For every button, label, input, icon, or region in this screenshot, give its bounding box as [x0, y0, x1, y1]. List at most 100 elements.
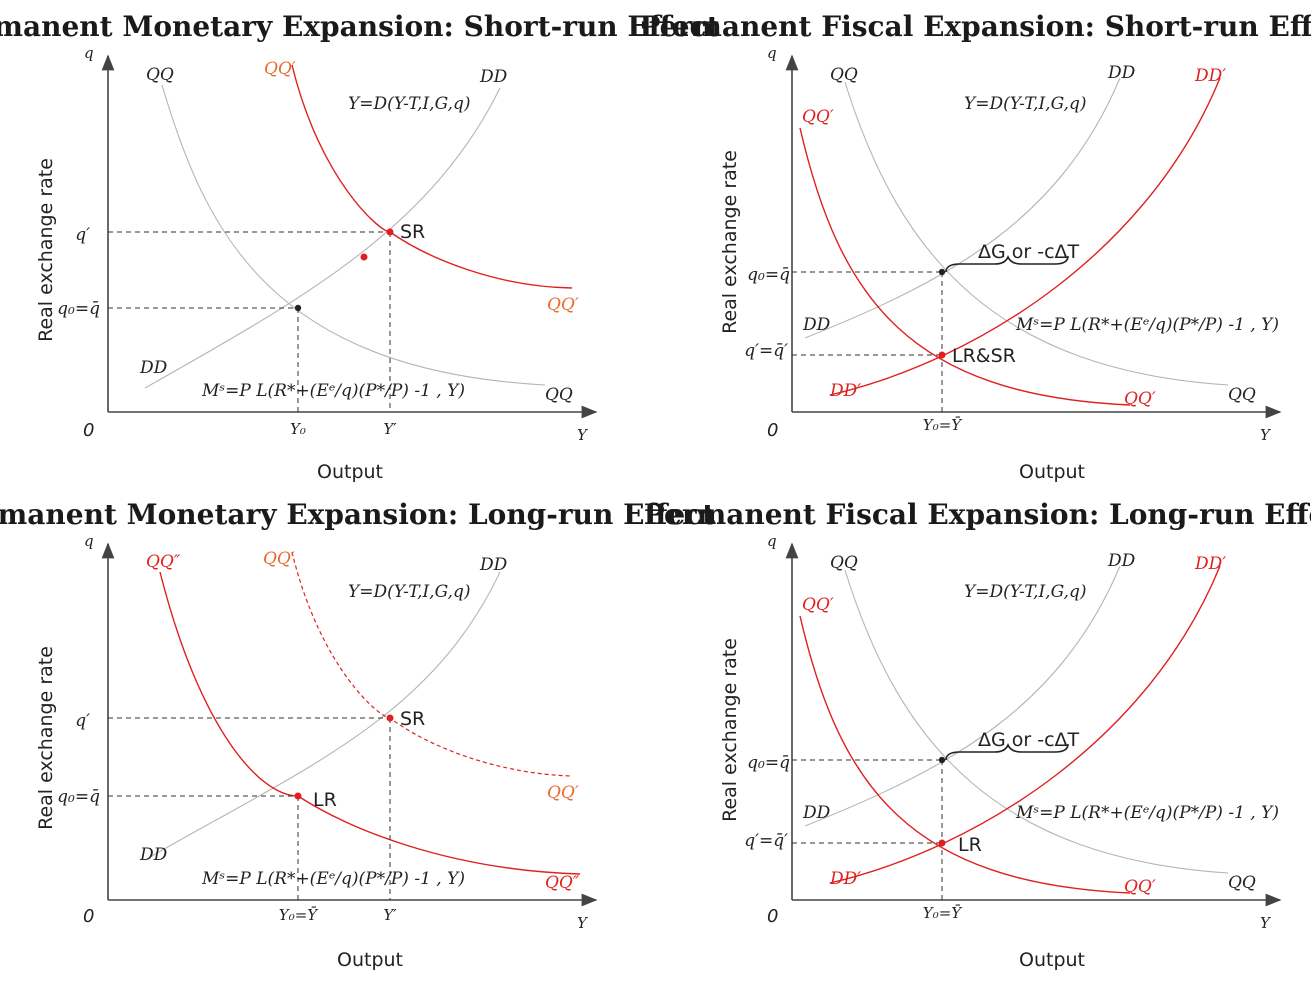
lr-sr-label: LR&SR	[952, 345, 1016, 367]
qq-prime-label-top: QQ′	[263, 549, 295, 569]
y-axis-symbol: q	[84, 532, 94, 550]
y-axis-symbol: q	[767, 532, 777, 550]
dd-prime-curve	[829, 565, 1221, 884]
tick-y-prime: Y′	[383, 906, 397, 924]
qq-label-right: QQ	[1228, 873, 1256, 893]
x-axis-title: Output	[1019, 949, 1085, 971]
sr-label: SR	[400, 708, 425, 730]
y-axis-title: Real exchange rate	[35, 646, 57, 830]
tick-q0: q₀=q̄	[747, 265, 790, 285]
tick-q0: q₀=q̄	[747, 753, 790, 773]
lr-point	[938, 839, 946, 847]
qq-label-right: QQ	[1228, 385, 1256, 405]
dd-curve	[144, 571, 501, 861]
x-axis-symbol: Y	[1260, 426, 1272, 444]
tick-q-prime: q′=q̄′	[744, 341, 788, 361]
qq-label-top: QQ	[830, 65, 858, 85]
dd-equation: Y=D(Y-T,I,G,q)	[348, 94, 470, 114]
lr-label: LR	[958, 834, 982, 856]
x-axis-title: Output	[337, 949, 403, 971]
initial-equilibrium-point	[294, 304, 302, 312]
tick-q-prime: q′	[75, 711, 90, 731]
dd-equation: Y=D(Y-T,I,G,q)	[348, 582, 470, 602]
qq-prime-curve	[799, 615, 1131, 894]
dd-curve	[804, 77, 1121, 339]
money-market-equation: Mˢ=P L(R*+(Eᵉ/q)(P*/P) -1 , Y)	[201, 869, 465, 889]
dd-curve	[804, 565, 1121, 827]
panel-fiscal-short-run: Permanent Fiscal Expansion: Short-run Ef…	[639, 10, 1311, 483]
tick-q0: q₀=q̄	[57, 299, 100, 319]
qq-prime-label-top: QQ′	[264, 59, 296, 79]
qq-prime-curve	[799, 127, 1131, 406]
x-axis-symbol: Y	[1260, 914, 1272, 932]
qq-prime-label-right: QQ′	[547, 783, 579, 803]
qq-prime-label-right: QQ′	[547, 295, 579, 315]
money-market-equation: Mˢ=P L(R*+(Eᵉ/q)(P*/P) -1 , Y)	[201, 381, 465, 401]
x-axis-symbol: Y	[577, 426, 589, 444]
initial-equilibrium-point	[938, 756, 946, 764]
dd-label-left: DD	[139, 845, 168, 865]
origin-label: 0	[767, 420, 778, 441]
shift-label: ΔG or -cΔT	[978, 241, 1080, 263]
panel-monetary-long-run: Permanent Monetary Expansion: Long-run E…	[0, 498, 715, 971]
qq-label-top: QQ	[146, 65, 174, 85]
qq-prime-label-bottom: QQ′	[1124, 389, 1156, 409]
tick-q0: q₀=q̄	[57, 787, 100, 807]
sr-label: SR	[400, 221, 425, 243]
y-axis-title: Real exchange rate	[35, 158, 57, 342]
tick-y0: Y₀=Ȳ	[279, 906, 319, 924]
dd-prime-label-bottom: DD′	[829, 869, 861, 889]
panel-title: Permanent Fiscal Expansion: Short-run Ef…	[639, 10, 1311, 43]
y-axis-symbol: q	[767, 44, 777, 62]
tick-y-prime: Y′	[383, 420, 397, 438]
dd-prime-label-top: DD′	[1194, 66, 1226, 86]
tick-y0: Y₀=Ȳ	[923, 416, 963, 434]
qq-curve	[161, 84, 546, 386]
qq-curve	[844, 569, 1229, 874]
dd-label-top: DD	[479, 67, 508, 87]
y-axis-title: Real exchange rate	[719, 150, 741, 334]
dd-label-left: DD	[139, 358, 168, 378]
y-axis-title: Real exchange rate	[719, 638, 741, 822]
panel-title: Permanent Monetary Expansion: Short-run …	[0, 10, 720, 43]
sr-point	[386, 228, 394, 236]
panel-fiscal-long-run: Permanent Fiscal Expansion: Long-run Eff…	[644, 498, 1311, 971]
shift-label: ΔG or -cΔT	[978, 729, 1080, 751]
y-axis-symbol: q	[84, 44, 94, 62]
dd-label-top: DD	[479, 555, 508, 575]
dd-label-left: DD	[802, 315, 831, 335]
lr-point	[294, 792, 302, 800]
transition-point	[360, 253, 368, 261]
origin-label: 0	[767, 906, 778, 927]
qq-double-prime-curve	[159, 571, 581, 875]
lr-sr-point	[938, 351, 946, 359]
panel-monetary-short-run: Permanent Monetary Expansion: Short-run …	[0, 10, 720, 483]
money-market-equation: Mˢ=P L(R*+(Eᵉ/q)(P*/P) -1 , Y)	[1015, 803, 1279, 823]
sr-point	[386, 714, 394, 722]
dd-label-top: DD	[1107, 63, 1136, 83]
dd-equation: Y=D(Y-T,I,G,q)	[964, 582, 1086, 602]
tick-q-prime: q′	[75, 225, 90, 245]
x-axis-title: Output	[1019, 461, 1085, 483]
lr-label: LR	[313, 789, 337, 811]
qq-label-top: QQ	[830, 553, 858, 573]
dd-prime-curve	[829, 77, 1221, 396]
qq-prime-label-bottom: QQ′	[1124, 877, 1156, 897]
panel-title: Permanent Monetary Expansion: Long-run E…	[0, 498, 715, 531]
tick-y0: Y₀	[290, 420, 306, 438]
dd-label-top: DD	[1107, 551, 1136, 571]
initial-equilibrium-point	[938, 268, 946, 276]
x-axis-title: Output	[317, 461, 383, 483]
qq-label-right: QQ	[545, 385, 573, 405]
qq-prime-label-top: QQ′	[802, 595, 834, 615]
qq-double-prime-label-right: QQ″	[545, 873, 580, 893]
qq-curve	[844, 81, 1229, 386]
x-axis-symbol: Y	[577, 914, 589, 932]
qq-double-prime-label-top: QQ″	[146, 552, 181, 572]
dd-prime-label-top: DD′	[1194, 554, 1226, 574]
shift-brace	[945, 254, 1069, 273]
origin-label: 0	[83, 906, 94, 927]
panel-title: Permanent Fiscal Expansion: Long-run Eff…	[644, 498, 1311, 531]
qq-prime-label-top: QQ′	[802, 107, 834, 127]
